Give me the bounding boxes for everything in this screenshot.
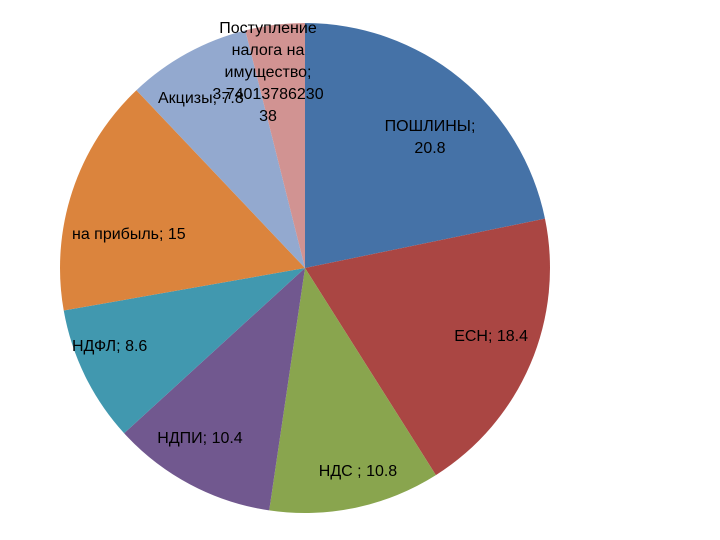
slice-label-4: НДПИ; 10.4 — [157, 430, 243, 447]
pie-slices — [60, 22, 550, 514]
slice-label-5: НДФЛ; 8.6 — [72, 338, 147, 355]
slice-label-8: Поступление налога на имущество; 3.74013786… — [212, 20, 323, 125]
slice-label-6: на прибыль; 15 — [72, 226, 186, 243]
slice-label-7: Акцизы; 7.8 — [158, 90, 244, 107]
pie-slice-3 — [269, 268, 436, 514]
pie-slice-8 — [245, 22, 305, 268]
slice-label-3: НДС ; 10.8 — [319, 463, 398, 480]
slice-label-2: ЕСН; 18.4 — [454, 328, 528, 345]
pie-slice-2 — [305, 218, 550, 476]
pie-labels: ПОШЛИНЫ; 20.8 ЕСН; 18.4 НДС ; 10.8 НДПИ; 10.… — [72, 20, 528, 480]
pie-slice-4 — [124, 268, 305, 511]
pie-slice-1 — [305, 23, 545, 268]
pie-slice-7 — [136, 30, 305, 269]
slice-label-1: ПОШЛИНЫ; 20.8 — [385, 118, 476, 157]
pie-slice-5 — [63, 268, 306, 434]
pie-slice-6 — [60, 90, 305, 311]
